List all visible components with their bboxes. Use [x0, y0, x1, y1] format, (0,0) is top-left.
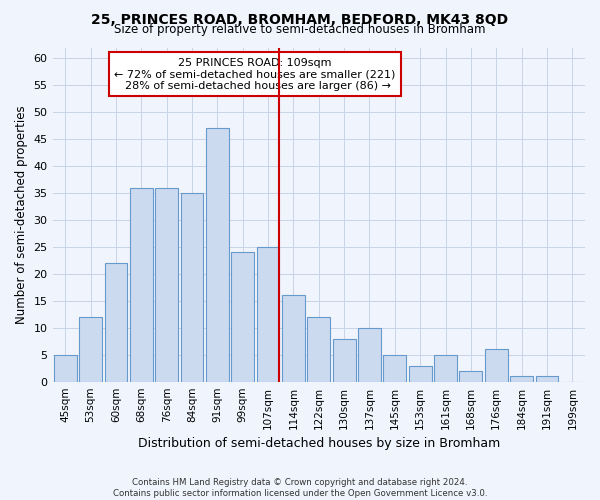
Y-axis label: Number of semi-detached properties: Number of semi-detached properties	[15, 106, 28, 324]
Bar	[460, 371, 482, 382]
Bar	[79, 317, 102, 382]
Text: 25 PRINCES ROAD: 109sqm
← 72% of semi-detached houses are smaller (221)
  28% of: 25 PRINCES ROAD: 109sqm ← 72% of semi-de…	[114, 58, 395, 90]
Bar	[104, 263, 127, 382]
Bar	[257, 247, 280, 382]
Bar	[54, 354, 77, 382]
Bar	[130, 188, 152, 382]
Bar	[231, 252, 254, 382]
X-axis label: Distribution of semi-detached houses by size in Bromham: Distribution of semi-detached houses by …	[137, 437, 500, 450]
Text: Size of property relative to semi-detached houses in Bromham: Size of property relative to semi-detach…	[114, 24, 486, 36]
Text: 25, PRINCES ROAD, BROMHAM, BEDFORD, MK43 8QD: 25, PRINCES ROAD, BROMHAM, BEDFORD, MK43…	[91, 12, 509, 26]
Bar	[536, 376, 559, 382]
Bar	[383, 354, 406, 382]
Bar	[155, 188, 178, 382]
Text: Contains HM Land Registry data © Crown copyright and database right 2024.
Contai: Contains HM Land Registry data © Crown c…	[113, 478, 487, 498]
Bar	[206, 128, 229, 382]
Bar	[282, 296, 305, 382]
Bar	[409, 366, 431, 382]
Bar	[307, 317, 330, 382]
Bar	[181, 193, 203, 382]
Bar	[333, 338, 356, 382]
Bar	[358, 328, 381, 382]
Bar	[485, 350, 508, 382]
Bar	[510, 376, 533, 382]
Bar	[434, 354, 457, 382]
